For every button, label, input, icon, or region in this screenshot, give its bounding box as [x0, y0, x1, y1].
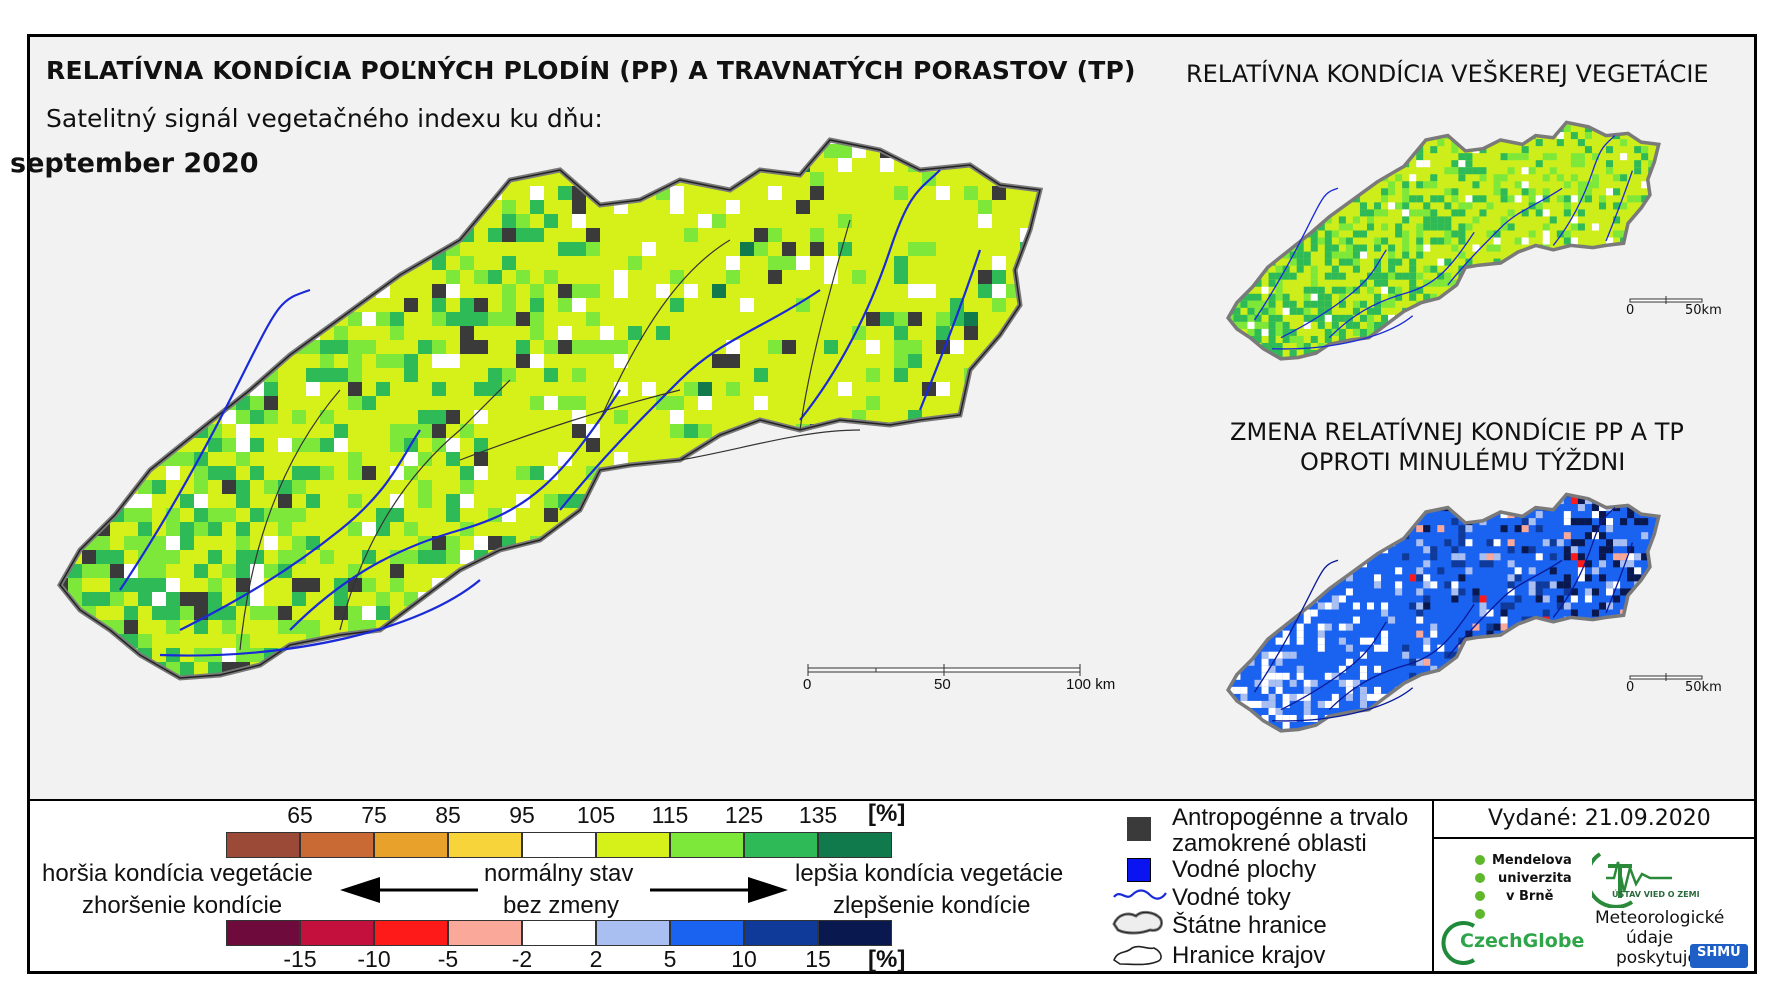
inset-bottom-scale-bar — [1629, 673, 1703, 681]
symbol-state-border: Štátne hranice — [1172, 912, 1327, 939]
bottom-tick-0: -15 — [283, 946, 317, 972]
main-scale-bar — [807, 664, 1081, 676]
legend-divider — [30, 799, 1754, 801]
bottom-tick-5: 5 — [663, 946, 677, 972]
anthropogenic-swatch — [1127, 817, 1151, 841]
mendel-logo-icon — [1475, 855, 1485, 919]
inset-bottom-scale-end: 50km — [1685, 680, 1722, 695]
inset-bottom-scale-zero: 0 — [1626, 680, 1635, 695]
legend-vertical-divider — [1432, 799, 1434, 974]
bottom-tick-2: -5 — [437, 946, 459, 972]
symbol-rivers: Vodné toky — [1172, 884, 1291, 911]
inset-top-scale-zero: 0 — [1626, 303, 1635, 318]
legend-bottom-swatch-4 — [522, 920, 596, 946]
ustav-logo-icon — [1592, 852, 1672, 908]
symbol-region-border: Hranice krajov — [1172, 942, 1326, 969]
main-scale-zero: 0 — [803, 676, 812, 693]
top-tick-2: 85 — [435, 802, 461, 828]
czechglobe-label: CzechGlobe — [1460, 930, 1585, 952]
czechglobe-logo-icon — [1441, 921, 1476, 965]
meteo-line1: Meteorologické — [1595, 908, 1725, 928]
meteo-line3: poskytuje: — [1616, 948, 1704, 968]
arrow-left-icon — [340, 877, 478, 903]
inset-top-title: RELATÍVNA KONDÍCIA VEŠKEREJ VEGETÁCIE — [1186, 60, 1709, 88]
legend-better-top: lepšia kondícia vegetácie — [795, 860, 1064, 887]
river-icon — [1113, 889, 1167, 900]
ustav-label: ÚSTAV VIED O ZEMI — [1612, 890, 1700, 899]
legend-worse-top: horšia kondícia vegetácie — [42, 860, 313, 887]
legend-top-swatch-1 — [300, 832, 374, 858]
legend-normal-bottom: bez zmeny — [503, 892, 620, 919]
bottom-tick-7: 15 — [805, 946, 831, 972]
legend-worse-bottom: zhoršenie kondície — [82, 892, 283, 919]
legend-top-swatch-7 — [744, 832, 818, 858]
symbol-anthropogenic-line1: Antropogénne a trvalo — [1172, 804, 1409, 831]
symbol-anthropogenic-line2: zamokrené oblasti — [1172, 830, 1367, 857]
region-border-icon — [1113, 945, 1162, 966]
date-label: september 2020 — [10, 148, 259, 179]
legend-bottom-swatch-0 — [226, 920, 300, 946]
issued-divider — [1432, 837, 1754, 839]
legend-bottom-swatch-5 — [596, 920, 670, 946]
issued-date: Vydané: 21.09.2020 — [1488, 806, 1711, 831]
top-tick-0: 65 — [287, 802, 313, 828]
legend-bottom-swatch-6 — [670, 920, 744, 946]
mendel-line1: Mendelova — [1492, 853, 1572, 868]
legend-unit-top: [%] — [868, 800, 906, 827]
legend-unit-bottom: [%] — [868, 946, 906, 973]
legend-bottom-swatch-7 — [744, 920, 818, 946]
water-swatch — [1127, 858, 1151, 882]
inset-top-scale-end: 50km — [1685, 303, 1722, 318]
bottom-tick-4: 2 — [589, 946, 603, 972]
mendel-line2: univerzita — [1498, 871, 1572, 886]
inset-bottom-title-line2: OPROTI MINULÉMU TÝŽDNI — [1300, 448, 1626, 476]
legend-bottom-swatch-8 — [818, 920, 892, 946]
subtitle: Satelitný signál vegetačného indexu ku d… — [46, 104, 603, 133]
inset-top-map — [1226, 120, 1661, 361]
legend-better-bottom: zlepšenie kondície — [833, 892, 1031, 919]
legend-top-swatch-6 — [670, 832, 744, 858]
inset-top-scale-bar — [1629, 296, 1703, 304]
top-tick-1: 75 — [361, 802, 387, 828]
legend-top-swatch-0 — [226, 832, 300, 858]
legend-bottom-swatch-2 — [374, 920, 448, 946]
legend-top-swatch-2 — [374, 832, 448, 858]
mendel-line3: v Brně — [1506, 889, 1554, 904]
bottom-tick-1: -10 — [357, 946, 391, 972]
top-tick-4: 105 — [576, 802, 616, 828]
inset-bottom-map — [1226, 492, 1661, 733]
legend-top-swatch-4 — [522, 832, 596, 858]
bottom-tick-6: 10 — [731, 946, 757, 972]
shmu-logo — [1690, 944, 1748, 968]
legend-top-swatch-8 — [818, 832, 892, 858]
legend-top-swatch-3 — [448, 832, 522, 858]
shmu-label: SHMÚ — [1697, 945, 1741, 960]
main-map — [40, 130, 1190, 790]
top-tick-7: 135 — [798, 802, 838, 828]
legend-bottom-swatch-1 — [300, 920, 374, 946]
main-title: RELATÍVNA KONDÍCIA POĽNÝCH PLODÍN (PP) A… — [46, 56, 1136, 85]
symbol-water-bodies: Vodné plochy — [1172, 856, 1317, 883]
main-scale-end: 100 km — [1066, 676, 1116, 693]
inset-bottom-title-line1: ZMENA RELATÍVNEJ KONDÍCIE PP A TP — [1230, 418, 1684, 446]
top-tick-6: 125 — [724, 802, 764, 828]
legend-top-swatch-5 — [596, 832, 670, 858]
top-tick-5: 115 — [651, 802, 689, 828]
legend-normal-top: normálny stav — [484, 860, 634, 887]
meteo-line2: údaje — [1626, 928, 1674, 948]
state-border-icon — [1112, 910, 1164, 935]
top-tick-3: 95 — [509, 802, 535, 828]
main-scale-mid: 50 — [934, 676, 951, 693]
bottom-tick-3: -2 — [511, 946, 533, 972]
legend-bottom-swatch-3 — [448, 920, 522, 946]
arrow-right-icon — [650, 877, 788, 903]
